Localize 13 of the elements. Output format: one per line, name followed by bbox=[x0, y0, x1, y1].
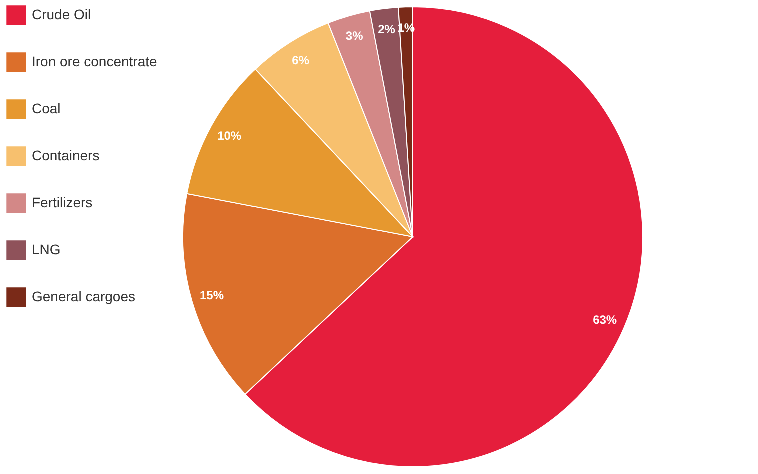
data-label: 15% bbox=[200, 288, 224, 302]
legend-label: Iron ore concentrate bbox=[32, 54, 158, 70]
legend-label: LNG bbox=[32, 242, 61, 258]
legend-label: Containers bbox=[32, 148, 100, 164]
legend-label: Crude Oil bbox=[32, 6, 92, 22]
legend-label: General cargoes bbox=[32, 288, 136, 304]
legend-label: Coal bbox=[32, 100, 61, 116]
data-label: 63% bbox=[593, 313, 618, 328]
data-label: 3% bbox=[346, 29, 364, 44]
data-label: 10% bbox=[218, 129, 242, 144]
legend-label: Fertilizers bbox=[32, 194, 93, 210]
data-label: 2% bbox=[378, 22, 396, 36]
data-label: 6% bbox=[292, 53, 310, 68]
